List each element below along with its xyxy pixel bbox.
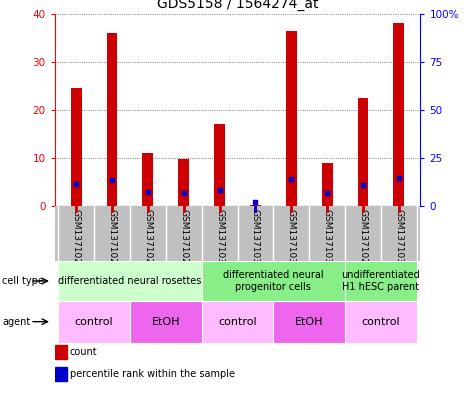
Text: GSM1371033: GSM1371033 [287, 209, 296, 269]
Bar [345, 261, 417, 301]
Text: count: count [70, 347, 97, 357]
Bar [58, 301, 130, 343]
Text: GSM1371030: GSM1371030 [394, 209, 403, 269]
Text: differentiated neural
progenitor cells: differentiated neural progenitor cells [223, 270, 323, 292]
Point [108, 177, 116, 184]
Text: GSM1371025: GSM1371025 [72, 209, 81, 269]
Text: cell type: cell type [2, 276, 44, 286]
Text: undifferentiated
H1 hESC parent: undifferentiated H1 hESC parent [342, 270, 420, 292]
Point [252, 198, 259, 205]
Bar [55, 345, 67, 359]
Text: control: control [75, 317, 114, 327]
Text: GSM1371027: GSM1371027 [143, 209, 152, 269]
Bar [214, 125, 225, 206]
Bar [142, 153, 153, 206]
Point [216, 187, 223, 193]
Text: GSM1371028: GSM1371028 [179, 209, 188, 269]
Text: GSM1371032: GSM1371032 [251, 209, 260, 269]
Point [180, 190, 188, 196]
Bar [322, 163, 332, 206]
Text: GSM1371034: GSM1371034 [323, 209, 332, 269]
Bar [345, 301, 417, 343]
Bar [202, 301, 273, 343]
Text: GSM1371026: GSM1371026 [107, 209, 116, 269]
Bar [286, 31, 297, 206]
Bar [273, 301, 345, 343]
Title: GDS5158 / 1564274_at: GDS5158 / 1564274_at [157, 0, 318, 11]
Text: EtOH: EtOH [295, 317, 323, 327]
Bar [71, 88, 82, 206]
Text: control: control [218, 317, 257, 327]
Point [144, 189, 152, 195]
Bar [130, 301, 202, 343]
Bar [55, 367, 67, 381]
Point [395, 175, 403, 182]
Text: agent: agent [2, 317, 30, 327]
Text: EtOH: EtOH [152, 317, 180, 327]
Bar [358, 98, 369, 206]
Point [359, 182, 367, 188]
Bar [393, 23, 404, 206]
Point [323, 190, 331, 196]
Text: GSM1371029: GSM1371029 [359, 209, 368, 269]
Text: percentile rank within the sample: percentile rank within the sample [70, 369, 235, 379]
Bar [58, 261, 202, 301]
Text: control: control [361, 317, 400, 327]
Bar [178, 159, 189, 206]
Text: differentiated neural rosettes: differentiated neural rosettes [58, 276, 201, 286]
Text: GSM1371031: GSM1371031 [215, 209, 224, 269]
Point [287, 176, 295, 182]
Point [72, 181, 80, 187]
Bar [106, 33, 117, 206]
Bar [202, 261, 345, 301]
